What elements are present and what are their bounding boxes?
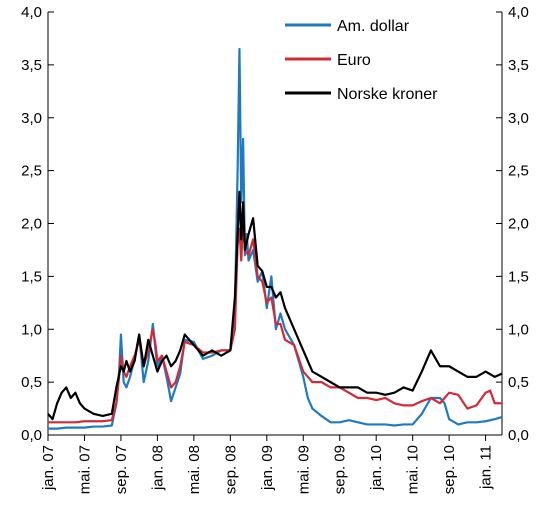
y-axis-left-labels: 0,0 0,5 1,0 1,5 2,0 2,5 3,0 3,5 4,0 bbox=[21, 4, 42, 444]
x-tick-label: sep. 10 bbox=[441, 445, 458, 494]
series-line-2 bbox=[47, 190, 503, 421]
legend: Am. dollar Euro Norske kroner bbox=[285, 18, 438, 103]
y-tick-label-left: 1,5 bbox=[21, 268, 42, 285]
y-tick-label-right: 2,0 bbox=[508, 216, 529, 233]
y-tick-label-right: 1,0 bbox=[508, 321, 529, 338]
x-tick-label: mai. 10 bbox=[405, 445, 422, 494]
y-tick-label-left: 2,5 bbox=[21, 163, 42, 180]
x-tick-label: jan. 08 bbox=[149, 445, 166, 491]
x-tick-label: jan. 10 bbox=[368, 445, 385, 491]
y-tick-label-left: 3,0 bbox=[21, 110, 42, 127]
x-tick-label: sep. 09 bbox=[332, 445, 349, 494]
y-tick-label-left: 1,0 bbox=[21, 321, 42, 338]
axes bbox=[47, 11, 503, 441]
x-tick-label: mai. 07 bbox=[76, 445, 93, 494]
y-tick-label-right: 0,5 bbox=[508, 374, 529, 391]
series-line-0 bbox=[48, 47, 503, 430]
y-axis-right-labels: 0,0 0,5 1,0 1,5 2,0 2,5 3,0 3,5 4,0 bbox=[508, 4, 529, 444]
y-tick-label-right: 3,5 bbox=[508, 57, 529, 74]
x-tick-label: sep. 07 bbox=[113, 445, 130, 494]
x-axis-labels: jan. 07 mai. 07 sep. 07 jan. 08 mai. 08 sep. … bbox=[40, 445, 495, 494]
x-tick-label: mai. 09 bbox=[295, 445, 312, 494]
legend-label: Norske kroner bbox=[337, 86, 438, 103]
series-lines bbox=[47, 47, 503, 430]
x-tick-label: jan. 09 bbox=[259, 445, 276, 491]
y-tick-label-right: 2,5 bbox=[508, 163, 529, 180]
y-tick-label-right: 4,0 bbox=[508, 4, 529, 21]
y-tick-label-left: 2,0 bbox=[21, 216, 42, 233]
x-tick-label: mai. 08 bbox=[186, 445, 203, 494]
x-tick-label: sep. 08 bbox=[222, 445, 239, 494]
y-tick-label-left: 0,5 bbox=[21, 374, 42, 391]
y-tick-label-left: 0,0 bbox=[21, 427, 42, 444]
y-tick-label-left: 3,5 bbox=[21, 57, 42, 74]
legend-label: Am. dollar bbox=[337, 18, 410, 35]
y-tick-label-right: 0,0 bbox=[508, 427, 529, 444]
y-tick-label-left: 4,0 bbox=[21, 4, 42, 21]
y-tick-label-right: 3,0 bbox=[508, 110, 529, 127]
x-tick-label: jan. 07 bbox=[40, 445, 57, 491]
legend-label: Euro bbox=[337, 52, 371, 69]
y-tick-label-right: 1,5 bbox=[508, 268, 529, 285]
x-tick-label: jan. 11 bbox=[478, 445, 495, 490]
